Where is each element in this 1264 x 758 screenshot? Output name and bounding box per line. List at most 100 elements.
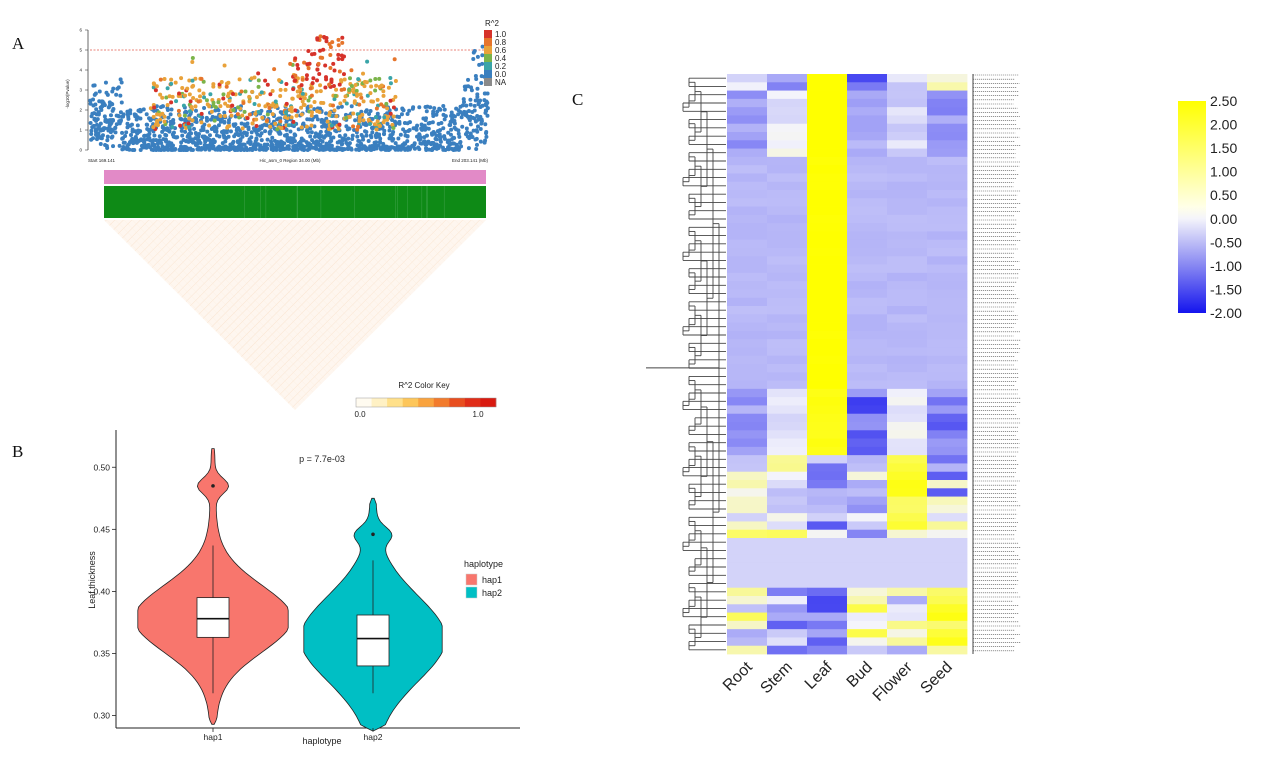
snp-point bbox=[208, 141, 213, 146]
heatmap-cell bbox=[807, 587, 848, 597]
heatmap-cell bbox=[927, 388, 968, 398]
snp-point bbox=[364, 108, 369, 113]
heatmap-cell bbox=[727, 339, 768, 348]
snp-point bbox=[235, 112, 240, 117]
ld-colorkey-cell bbox=[402, 398, 419, 407]
heatmap-cell bbox=[847, 165, 888, 174]
heatmap-cell bbox=[887, 405, 928, 415]
snp-point bbox=[207, 133, 212, 138]
snp-point bbox=[136, 139, 141, 144]
snp-point bbox=[160, 129, 165, 134]
heatmap-cell bbox=[807, 231, 848, 241]
snp-point bbox=[340, 136, 345, 141]
snp-point bbox=[366, 138, 371, 143]
heatmap-cell bbox=[727, 496, 768, 506]
snp-point bbox=[103, 80, 108, 85]
heatmap-cell bbox=[887, 397, 928, 406]
heatmap-cell bbox=[887, 538, 928, 547]
panel-label-b: B bbox=[12, 442, 24, 461]
heatmap-cell bbox=[727, 521, 768, 531]
heatmap-cell bbox=[927, 90, 968, 100]
heatmap-cell bbox=[887, 587, 928, 597]
heatmap-cell bbox=[927, 612, 968, 622]
heatmap-cell bbox=[887, 347, 928, 357]
snp-point bbox=[350, 136, 355, 141]
snp-point bbox=[170, 94, 175, 99]
snp-point bbox=[177, 91, 182, 96]
snp-point bbox=[381, 89, 386, 94]
heatmap-cell bbox=[767, 115, 808, 125]
heatmap-cell bbox=[927, 206, 968, 216]
manhattan-legend-swatch bbox=[484, 78, 492, 86]
snp-point bbox=[351, 124, 356, 129]
snp-point bbox=[398, 132, 403, 137]
heatmap-cell bbox=[847, 372, 888, 381]
heatmap-cell bbox=[847, 513, 888, 522]
heatmap-cell bbox=[887, 620, 928, 630]
heatmap-cell bbox=[847, 272, 888, 282]
heatmap-cell bbox=[807, 214, 848, 224]
snp-point bbox=[169, 81, 174, 86]
heatmap-cell bbox=[847, 289, 888, 299]
heatmap-cell bbox=[927, 74, 968, 83]
snp-point bbox=[254, 117, 259, 122]
snp-point bbox=[375, 111, 380, 116]
snp-point bbox=[300, 91, 305, 96]
snp-point bbox=[259, 131, 264, 136]
snp-point bbox=[340, 141, 345, 146]
snp-point bbox=[187, 125, 192, 130]
heatmap-cell bbox=[727, 446, 768, 456]
ld-triangle bbox=[104, 220, 486, 410]
heatmap-cell bbox=[887, 181, 928, 191]
snp-point bbox=[368, 133, 373, 138]
snp-point bbox=[211, 82, 216, 87]
snp-point bbox=[337, 82, 342, 87]
heatmap-cell bbox=[847, 132, 888, 141]
snp-point bbox=[369, 84, 374, 89]
heatmap-cell bbox=[767, 637, 808, 647]
snp-point bbox=[327, 41, 332, 46]
snp-point bbox=[353, 82, 358, 87]
snp-point bbox=[357, 102, 362, 107]
heatmap-cell bbox=[807, 82, 848, 91]
snp-point bbox=[152, 133, 157, 138]
snp-point bbox=[419, 122, 424, 127]
snp-point bbox=[284, 127, 289, 132]
snp-point bbox=[146, 142, 151, 147]
heatmap-cell bbox=[847, 430, 888, 439]
snp-point bbox=[464, 103, 469, 108]
heatmap-cell bbox=[927, 289, 968, 299]
heatmap-cell bbox=[927, 438, 968, 448]
ld-colorkey-title: R^2 Color Key bbox=[398, 381, 449, 390]
snp-point bbox=[473, 98, 478, 103]
snp-point bbox=[419, 141, 424, 146]
heatmap-cell bbox=[767, 148, 808, 158]
snp-point bbox=[474, 147, 479, 152]
snp-point bbox=[134, 136, 139, 141]
snp-point bbox=[290, 136, 295, 141]
heatmap-cell bbox=[847, 347, 888, 357]
snp-point bbox=[302, 60, 307, 65]
heatmap-cell bbox=[807, 413, 848, 423]
heatmap-cell bbox=[847, 115, 888, 125]
heatmap-cell bbox=[927, 480, 968, 489]
snp-point bbox=[458, 140, 463, 145]
snp-point bbox=[388, 76, 393, 81]
snp-point bbox=[279, 139, 284, 144]
snp-point bbox=[423, 105, 428, 110]
heatmap-cell bbox=[767, 297, 808, 307]
snp-point bbox=[128, 111, 133, 116]
heatmap-cell bbox=[927, 380, 968, 390]
snp-point bbox=[201, 135, 206, 140]
heatmap-cell bbox=[887, 355, 928, 365]
snp-point bbox=[289, 105, 294, 110]
heatmap-cell bbox=[847, 322, 888, 332]
snp-point bbox=[312, 51, 317, 56]
snp-point bbox=[379, 147, 384, 152]
snp-point bbox=[274, 104, 279, 109]
snp-point bbox=[130, 137, 135, 142]
snp-point bbox=[292, 139, 297, 144]
snp-point bbox=[93, 127, 98, 132]
snp-point bbox=[182, 113, 187, 118]
